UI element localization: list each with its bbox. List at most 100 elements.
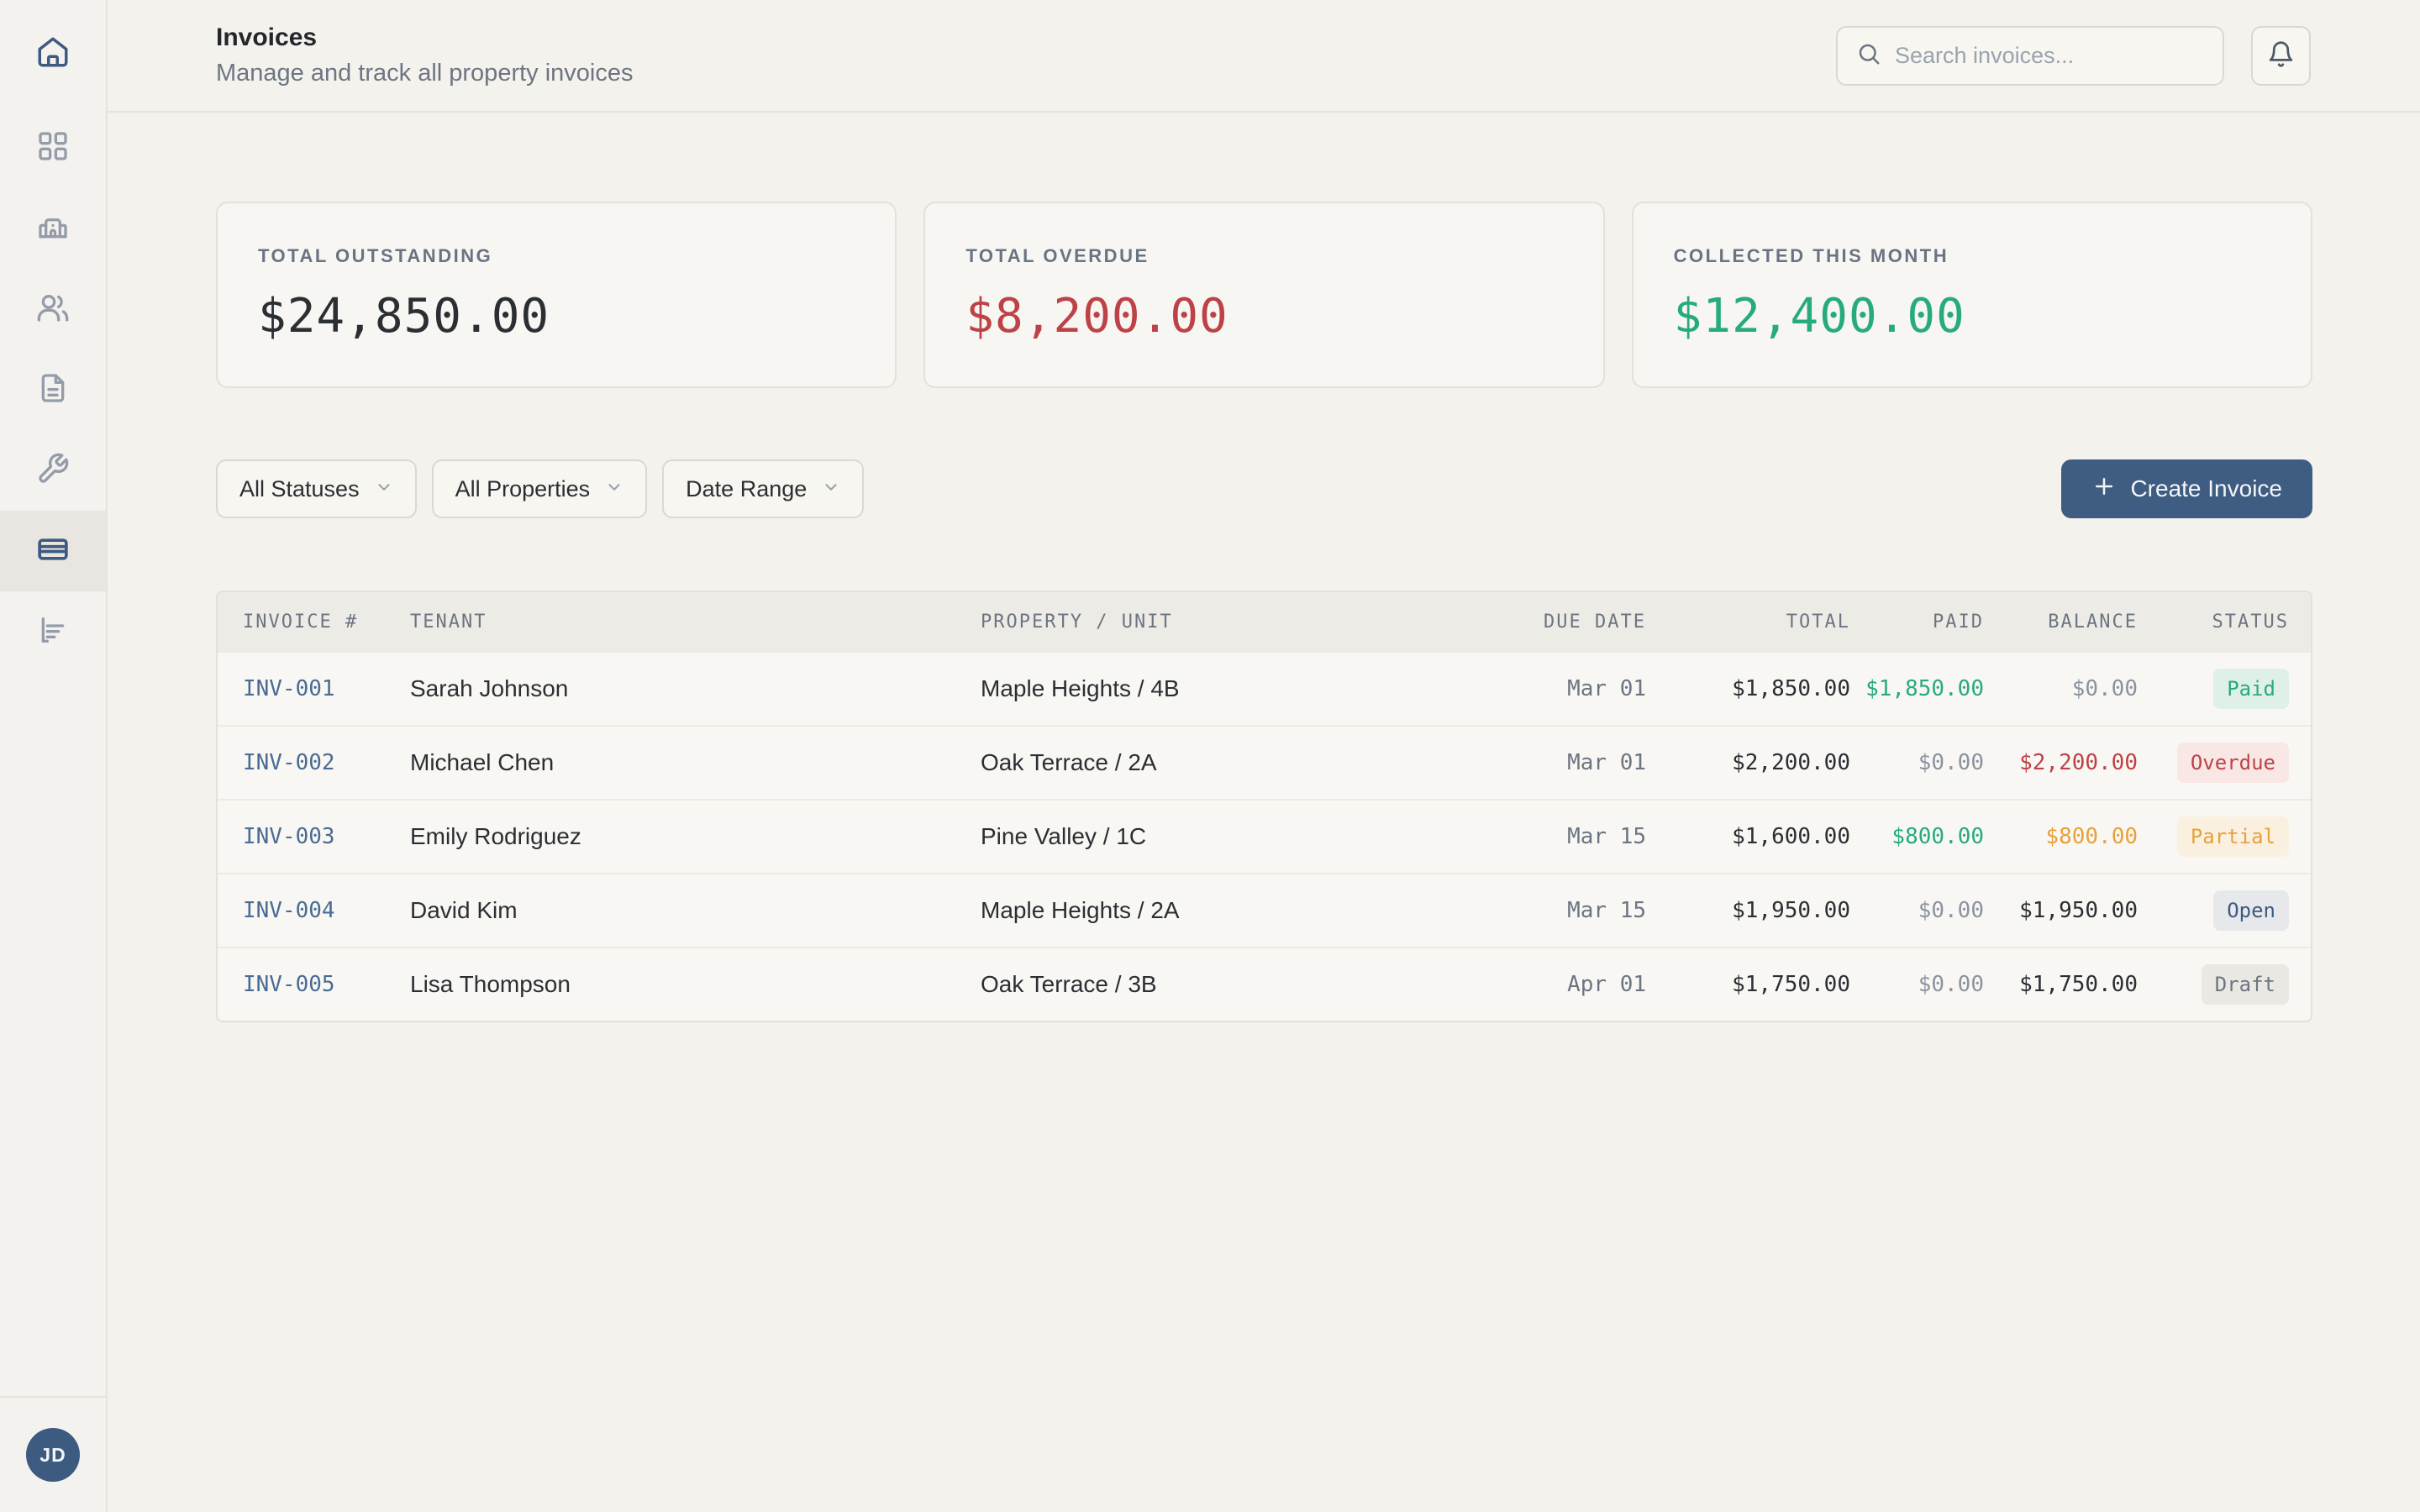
stat-label: TOTAL OUTSTANDING: [258, 245, 493, 266]
sidebar-item-tenants[interactable]: [0, 269, 106, 349]
sidebar-item-invoices[interactable]: [0, 511, 106, 591]
status-filter-dropdown[interactable]: All Statuses: [216, 459, 417, 518]
table-row[interactable]: INV-002 Michael Chen Oak Terrace / 2A Ma…: [218, 725, 2311, 799]
invoice-number-link[interactable]: INV-001: [243, 676, 335, 701]
invoice-number-link[interactable]: INV-004: [243, 898, 335, 923]
stat-value: $12,400.00: [1673, 289, 1965, 344]
invoice-number-link[interactable]: INV-003: [243, 824, 335, 849]
table-row[interactable]: INV-005 Lisa Thompson Oak Terrace / 3B A…: [218, 947, 2311, 1021]
table-header-row: INVOICE # TENANT PROPERTY / UNIT DUE DATE TO…: [218, 592, 2311, 651]
table-row[interactable]: INV-001 Sarah Johnson Maple Heights / 4B…: [218, 651, 2311, 725]
bar-chart-icon: [36, 613, 70, 651]
home-icon: [35, 34, 71, 74]
sidebar-logo[interactable]: [0, 0, 106, 108]
balance-amount: $0.00: [2071, 676, 2138, 701]
paid-amount: $800.00: [1891, 824, 1984, 849]
topbar-actions: [1836, 25, 2311, 86]
due-date: Mar 15: [1567, 824, 1646, 849]
total-amount: $1,600.00: [1732, 824, 1850, 849]
balance-amount: $2,200.00: [2019, 750, 2138, 775]
wrench-icon: [36, 452, 70, 490]
property-filter-dropdown[interactable]: All Properties: [431, 459, 648, 518]
avatar[interactable]: JD: [26, 1428, 80, 1482]
main-content: TOTAL OUTSTANDING $24,850.00 TOTAL OVERD…: [108, 113, 2420, 1022]
status-cell: Partial: [2138, 816, 2311, 857]
bell-icon: [2267, 40, 2295, 71]
sidebar-item-dashboard[interactable]: [0, 108, 106, 188]
due-date: Mar 15: [1567, 898, 1646, 923]
property-unit: Oak Terrace / 3B: [981, 971, 1157, 997]
stat-value: $24,850.00: [258, 289, 550, 344]
sidebar-item-documents[interactable]: [0, 349, 106, 430]
create-invoice-button[interactable]: Create Invoice: [2061, 459, 2312, 518]
plus-icon: [2091, 474, 2117, 505]
stat-label: TOTAL OVERDUE: [965, 245, 1150, 266]
due-date: Apr 01: [1567, 972, 1646, 997]
tenant-name: David Kim: [410, 897, 518, 923]
chevron-down-icon: [605, 476, 623, 502]
invoice-number-link[interactable]: INV-005: [243, 972, 335, 997]
table-row[interactable]: INV-004 David Kim Maple Heights / 2A Mar…: [218, 873, 2311, 947]
sidebar-item-properties[interactable]: [0, 188, 106, 269]
grid-icon: [36, 129, 70, 167]
column-header-property-unit: PROPERTY / UNIT: [981, 611, 1173, 633]
column-header-balance: BALANCE: [2048, 611, 2138, 633]
notifications-button[interactable]: [2251, 25, 2311, 86]
search-icon: [1856, 41, 1881, 71]
paid-amount: $1,850.00: [1865, 676, 1984, 701]
search-box: [1836, 25, 2224, 86]
page-title: Invoices: [216, 24, 318, 51]
date-range-dropdown[interactable]: Date Range: [662, 459, 865, 518]
column-header-invoice: INVOICE #: [243, 611, 359, 633]
balance-amount: $1,950.00: [2019, 898, 2138, 923]
tenant-name: Lisa Thompson: [410, 971, 571, 997]
search-input[interactable]: [1895, 42, 2204, 69]
property-unit: Maple Heights / 4B: [981, 675, 1180, 701]
tenant-name: Emily Rodriguez: [410, 823, 581, 849]
status-badge: Draft: [2201, 964, 2289, 1005]
table-row[interactable]: INV-003 Emily Rodriguez Pine Valley / 1C…: [218, 799, 2311, 873]
column-header-tenant: TENANT: [410, 611, 487, 633]
filter-label: Date Range: [686, 475, 808, 501]
sidebar-spacer: [0, 672, 106, 1396]
due-date: Mar 01: [1567, 676, 1646, 701]
status-cell: Draft: [2138, 964, 2311, 1005]
users-icon: [36, 291, 70, 328]
status-badge: Paid: [2213, 669, 2289, 709]
total-amount: $1,950.00: [1732, 898, 1850, 923]
sidebar-item-reports[interactable]: [0, 591, 106, 672]
credit-card-icon: [36, 533, 70, 570]
total-amount: $1,750.00: [1732, 972, 1850, 997]
due-date: Mar 01: [1567, 750, 1646, 775]
stat-value: $8,200.00: [965, 289, 1228, 344]
property-unit: Maple Heights / 2A: [981, 897, 1180, 923]
column-header-paid: PAID: [1933, 611, 1984, 633]
status-cell: Paid: [2138, 669, 2311, 709]
property-unit: Pine Valley / 1C: [981, 823, 1147, 849]
paid-amount: $0.00: [1918, 750, 1984, 775]
total-amount: $2,200.00: [1732, 750, 1850, 775]
property-unit: Oak Terrace / 2A: [981, 749, 1157, 775]
stat-card-total-outstanding: TOTAL OUTSTANDING $24,850.00: [216, 202, 897, 388]
stats-row: TOTAL OUTSTANDING $24,850.00 TOTAL OVERD…: [216, 202, 2312, 388]
balance-amount: $800.00: [2045, 824, 2138, 849]
balance-amount: $1,750.00: [2019, 972, 2138, 997]
invoice-number-link[interactable]: INV-002: [243, 750, 335, 775]
stat-card-total-overdue: TOTAL OVERDUE $8,200.00: [923, 202, 1605, 388]
page-subtitle: Manage and track all property invoices: [216, 60, 634, 87]
status-badge: Open: [2213, 890, 2289, 931]
invoices-table: INVOICE # TENANT PROPERTY / UNIT DUE DATE TO…: [216, 591, 2312, 1022]
chevron-down-icon: [375, 476, 393, 502]
building-icon: [36, 210, 70, 248]
sidebar-item-maintenance[interactable]: [0, 430, 106, 511]
topbar: Invoices Manage and track all property i…: [108, 0, 2420, 113]
paid-amount: $0.00: [1918, 972, 1984, 997]
tenant-name: Michael Chen: [410, 749, 555, 775]
stat-label: COLLECTED THIS MONTH: [1673, 245, 1949, 266]
sidebar: JD: [0, 0, 108, 1512]
filter-label: All Properties: [455, 475, 591, 501]
column-header-due-date: DUE DATE: [1544, 611, 1646, 633]
tenant-name: Sarah Johnson: [410, 675, 569, 701]
column-header-status: STATUS: [2212, 611, 2289, 633]
sidebar-nav: [0, 108, 106, 672]
